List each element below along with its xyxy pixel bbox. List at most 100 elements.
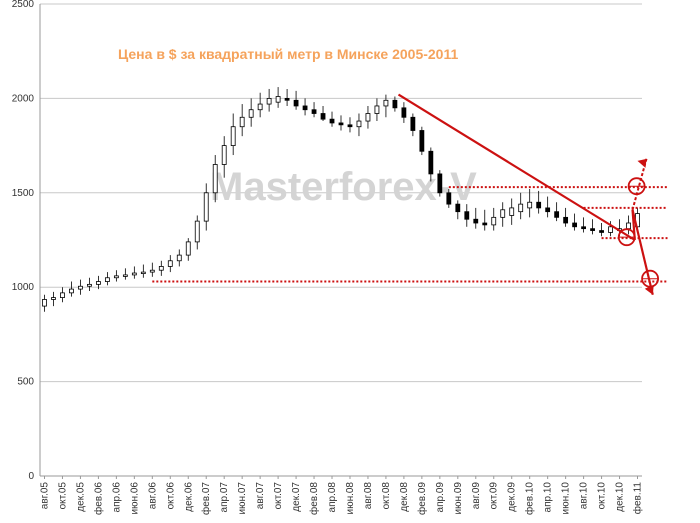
x-tick-label: фев.09 [416, 482, 428, 515]
candle [410, 113, 416, 137]
candle [563, 207, 569, 227]
candle-body [185, 241, 191, 256]
candle [311, 102, 317, 118]
x-tick-label: дек.07 [291, 482, 302, 512]
x-tick-label: авг.08 [363, 482, 374, 510]
candle-body [104, 277, 110, 282]
candle-body [329, 118, 335, 124]
candle [131, 266, 137, 279]
x-tick-label: июн.08 [345, 482, 356, 515]
x-tick-label: апр.06 [111, 482, 122, 513]
x-tick-label: фев.10 [524, 482, 536, 515]
x-tick-label: дек.05 [75, 482, 86, 512]
candle [158, 260, 164, 276]
candle [527, 189, 533, 218]
candle [221, 136, 227, 178]
candle-body [473, 218, 479, 224]
candle [518, 192, 524, 220]
candle [185, 238, 191, 261]
candle-body [230, 126, 236, 147]
x-tick-label: окт.08 [381, 482, 392, 510]
candle [455, 200, 461, 220]
candle [78, 279, 83, 295]
candle [239, 104, 245, 137]
y-tick-label: 500 [17, 377, 34, 388]
candle-body [401, 107, 407, 118]
candle-body [87, 283, 92, 287]
y-tick-label: 1500 [12, 188, 35, 199]
candle [140, 264, 146, 278]
up-projection-line [631, 158, 648, 211]
candle [383, 94, 389, 118]
candle-body [266, 98, 272, 105]
candle [545, 196, 551, 218]
candle [374, 98, 380, 122]
x-tick-label: окт.07 [273, 482, 284, 510]
x-tick-label: июн.10 [561, 482, 572, 515]
candle-body [221, 145, 227, 165]
candle-body [284, 98, 290, 101]
candle-body [446, 192, 452, 205]
down-projection-line [631, 209, 654, 296]
candle-body [563, 216, 569, 224]
x-tick-label: апр.07 [219, 482, 230, 513]
candle-body [365, 113, 371, 122]
x-tick-label: апр.09 [435, 482, 446, 513]
candle-body [203, 192, 209, 222]
candle [122, 268, 128, 280]
candle [176, 249, 182, 267]
x-tick-label: окт.06 [165, 482, 176, 510]
candle [464, 204, 470, 227]
candle-body [527, 201, 533, 209]
candle-body [518, 203, 524, 213]
candle-body [113, 275, 119, 279]
up-arrow-icon [637, 158, 647, 168]
candle [293, 90, 299, 110]
watermark: Masterforex-V [210, 165, 477, 209]
candle-body [140, 271, 146, 274]
candle-body [500, 209, 506, 218]
candle [60, 287, 65, 303]
candle-body [572, 222, 578, 228]
candle [392, 96, 398, 112]
candle-body [122, 274, 128, 277]
candle-body [257, 103, 263, 111]
x-tick-label: окт.05 [57, 482, 68, 510]
y-tick-label: 0 [28, 471, 34, 482]
candle-body [311, 109, 317, 114]
candle-body [410, 116, 416, 131]
candle [266, 88, 272, 112]
x-tick-label: дек.06 [183, 482, 194, 512]
candle-body [347, 124, 353, 128]
candle [491, 207, 497, 231]
candle-body [455, 203, 461, 213]
candle [320, 105, 326, 122]
candle [419, 126, 425, 156]
candle [302, 98, 308, 116]
candle-body [608, 226, 613, 233]
candle-body [158, 266, 164, 271]
candle [572, 213, 578, 231]
candle-body [131, 272, 137, 276]
annotations [152, 93, 668, 296]
x-tick-label: авг.07 [255, 482, 266, 510]
x-axis: авг.05 окт.05 дек.05 фев.06 апр.06 июн.06 авг.… [39, 475, 644, 515]
candle [51, 291, 56, 307]
candle [69, 281, 74, 297]
candle [581, 217, 586, 233]
candle-body [356, 120, 362, 128]
candle-body [212, 164, 218, 194]
x-tick-label: фев.11 [632, 482, 644, 515]
candle-body [78, 285, 83, 290]
candle [509, 198, 515, 225]
candle [167, 255, 173, 273]
candle-body [581, 226, 586, 230]
candle [608, 221, 613, 237]
candle-body [275, 96, 281, 103]
candle-body [383, 99, 389, 107]
downtrend-line [397, 93, 636, 241]
x-tick-label: авг.10 [579, 482, 590, 510]
candle [42, 294, 47, 312]
candle [257, 92, 263, 118]
